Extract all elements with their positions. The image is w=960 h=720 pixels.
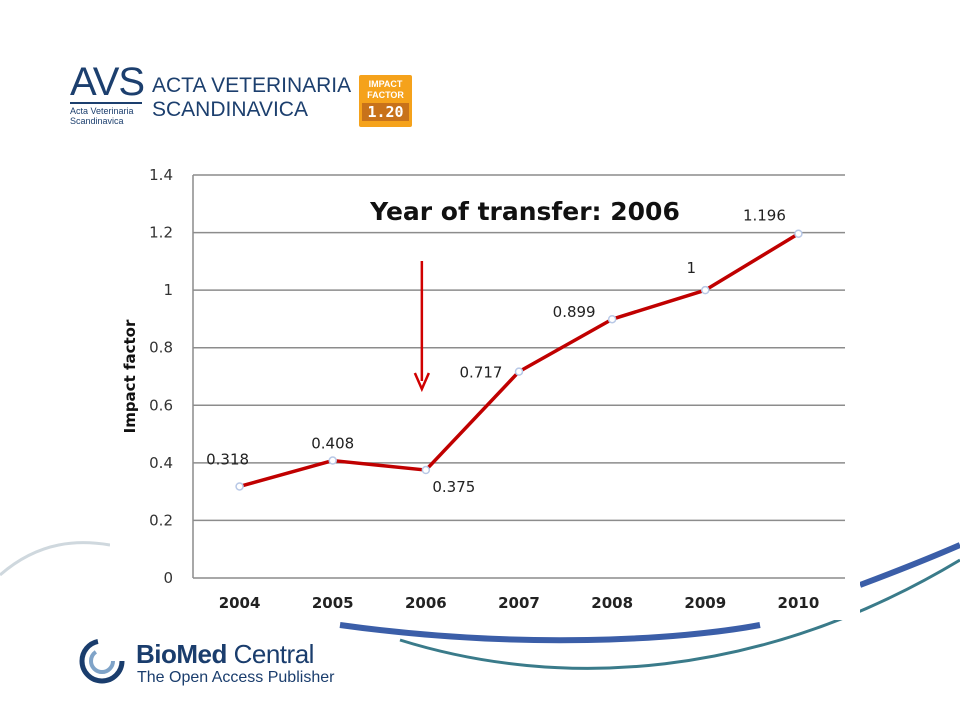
impact-factor-chart: 00.20.40.60.811.21.4 2004 2005 2006 2007 200… bbox=[110, 155, 860, 620]
journal-name-line2: SCANDINAVICA bbox=[152, 98, 308, 121]
publisher-name-rest: Central bbox=[226, 639, 315, 669]
data-label: 0.375 bbox=[432, 478, 475, 496]
x-axis-ticks: 2004 2005 2006 2007 2008 2009 2010 bbox=[219, 594, 820, 612]
data-label: 1 bbox=[687, 259, 697, 277]
avs-logo-small-text: Acta Veterinaria Scandinavica bbox=[70, 106, 134, 126]
swoosh-left-grey bbox=[0, 541, 111, 577]
biomed-central-emblem-icon bbox=[79, 638, 125, 684]
y-tick-label: 0.8 bbox=[149, 339, 173, 357]
journal-name-line1: ACTA VETERINARIA bbox=[152, 74, 352, 97]
y-tick-label: 0.4 bbox=[149, 454, 173, 472]
publisher-name: BioMed Central bbox=[136, 639, 314, 670]
data-point bbox=[235, 482, 244, 491]
data-point bbox=[794, 229, 803, 238]
data-label: 0.408 bbox=[311, 435, 354, 453]
x-tick-label: 2006 bbox=[405, 594, 447, 612]
chart-series bbox=[235, 229, 803, 491]
y-tick-label: 0.2 bbox=[149, 511, 173, 529]
data-point bbox=[421, 465, 431, 475]
journal-name: ACTA VETERINARIA SCANDINAVICA bbox=[152, 74, 351, 122]
data-point bbox=[514, 367, 524, 376]
x-tick-label: 2010 bbox=[778, 594, 820, 612]
arrow-head bbox=[413, 372, 431, 393]
impact-factor-label: IMPACT FACTOR bbox=[359, 75, 412, 101]
x-tick-label: 2008 bbox=[591, 594, 633, 612]
publisher-name-bold: BioMed bbox=[136, 639, 227, 669]
x-tick-label: 2004 bbox=[219, 594, 261, 612]
transfer-arrow bbox=[413, 261, 431, 393]
x-tick-label: 2007 bbox=[498, 594, 540, 612]
impact-factor-label-line1: IMPACT bbox=[368, 79, 403, 89]
avs-logo-rule bbox=[70, 102, 142, 104]
y-tick-label: 1.2 bbox=[149, 224, 173, 242]
data-label: 0.717 bbox=[460, 364, 503, 382]
data-label: 0.318 bbox=[206, 450, 249, 468]
avs-logo-letters: AVS bbox=[70, 60, 145, 104]
data-labels: 0.318 0.408 0.375 0.717 0.899 1 1.196 bbox=[206, 207, 786, 496]
swoosh-bottom-blue bbox=[339, 622, 761, 644]
y-axis-label: Impact factor bbox=[121, 319, 139, 433]
y-axis-ticks: 0 0.2 0.4 0.6 0.8 1 1.2 1.4 bbox=[149, 166, 173, 587]
impact-factor-label-line2: FACTOR bbox=[367, 90, 404, 100]
impact-factor-value: 1.20 bbox=[362, 103, 409, 121]
publisher-tagline: The Open Access Publisher bbox=[137, 669, 335, 686]
data-point bbox=[328, 456, 337, 465]
x-tick-label: 2005 bbox=[312, 594, 354, 612]
impact-factor-badge: IMPACT FACTOR 1.20 bbox=[359, 75, 412, 127]
x-tick-label: 2009 bbox=[684, 594, 726, 612]
data-point bbox=[701, 285, 710, 295]
y-tick-label: 1.4 bbox=[149, 166, 173, 184]
data-label: 0.899 bbox=[553, 303, 596, 321]
chart-title: Year of transfer: 2006 bbox=[369, 197, 680, 226]
swoosh-right-blue bbox=[858, 542, 960, 588]
swoosh-bottom-teal bbox=[399, 558, 960, 670]
y-tick-label: 1 bbox=[163, 281, 173, 299]
avs-logo: AVS Acta Veterinaria Scandinavica ACTA V… bbox=[70, 62, 370, 132]
y-tick-label: 0 bbox=[163, 569, 173, 587]
chart-grid bbox=[192, 174, 845, 579]
y-tick-label: 0.6 bbox=[149, 396, 173, 414]
data-label: 1.196 bbox=[743, 207, 786, 225]
biomed-central-logo: BioMed Central The Open Access Publisher bbox=[78, 637, 338, 692]
data-point bbox=[607, 314, 617, 324]
